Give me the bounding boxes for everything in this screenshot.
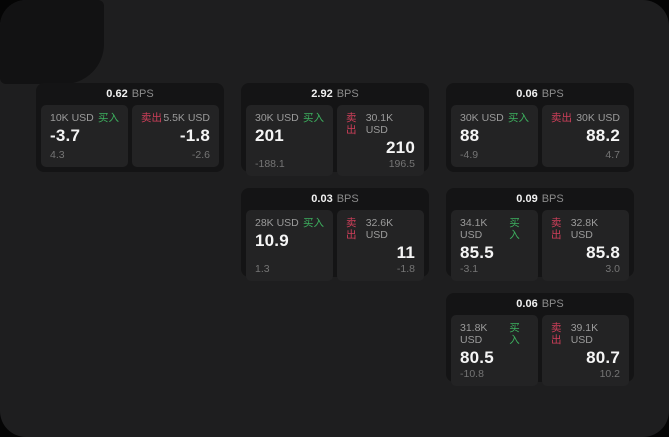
sell-amount: 30K USD (576, 112, 620, 124)
sell-sub-value: 196.5 (388, 158, 415, 170)
bps-value: 0.03 (311, 193, 333, 205)
buy-value: -3.7 (50, 126, 81, 145)
sell-sub-value: 4.7 (605, 149, 620, 161)
buy-value: 201 (255, 126, 284, 145)
sell-value: -1.8 (179, 126, 210, 145)
bps-value: 2.92 (311, 88, 333, 100)
sell-tile[interactable]: 卖出 5.5K USD -1.8 -2.6 (132, 105, 219, 167)
card-header: 2.92 BPS (241, 83, 429, 105)
card-tiles: 10K USD 买入 -3.7 4.3 卖出 5.5K USD -1.8 -2.… (36, 105, 224, 172)
buy-amount: 31.8K USD (460, 322, 488, 346)
sell-amount: 32.6K USD (365, 217, 394, 241)
sell-badge: 卖出 (346, 217, 357, 241)
sell-sub-value: 10.2 (599, 368, 620, 380)
bps-unit: BPS (131, 88, 154, 100)
bps-value: 0.06 (516, 88, 538, 100)
sell-badge: 卖出 (551, 217, 562, 241)
bps-unit: BPS (541, 88, 564, 100)
buy-badge: 买入 (508, 112, 529, 124)
buy-sub-value: -188.1 (255, 158, 285, 170)
sell-amount: 32.8K USD (570, 217, 599, 241)
card-tiles: 30K USD 买入 88 -4.9 卖出 30K USD 88.2 4.7 (446, 105, 634, 172)
buy-amount: 10K USD (50, 112, 94, 124)
sell-amount: 30.1K USD (365, 112, 394, 136)
buy-badge: 买入 (98, 112, 119, 124)
bps-unit: BPS (541, 298, 564, 310)
quote-card: 0.03 BPS 28K USD 买入 10.9 1.3 卖出 32.6K US… (241, 188, 429, 281)
bps-unit: BPS (336, 88, 359, 100)
buy-badge: 买入 (303, 112, 324, 124)
buy-value: 80.5 (460, 348, 494, 367)
sell-value: 80.7 (586, 348, 620, 367)
card-header: 0.03 BPS (241, 188, 429, 210)
quote-card-grid: 0.62 BPS 10K USD 买入 -3.7 4.3 卖出 5.5K USD (36, 83, 634, 386)
sell-tile[interactable]: 卖出 39.1K USD 80.7 10.2 (542, 315, 629, 386)
buy-amount: 30K USD (460, 112, 504, 124)
buy-badge: 买入 (509, 217, 520, 241)
buy-tile[interactable]: 10K USD 买入 -3.7 4.3 (41, 105, 128, 167)
buy-amount: 34.1K USD (460, 217, 488, 241)
corner-overlay (0, 0, 104, 84)
bps-value: 0.62 (106, 88, 128, 100)
quote-card: 0.06 BPS 30K USD 买入 88 -4.9 卖出 30K USD (446, 83, 634, 172)
sell-value: 85.8 (586, 243, 620, 262)
buy-sub-value: 4.3 (50, 149, 65, 161)
card-tiles: 34.1K USD 买入 85.5 -3.1 卖出 32.8K USD 85.8… (446, 210, 634, 286)
sell-badge: 卖出 (346, 112, 357, 136)
bps-unit: BPS (541, 193, 564, 205)
card-tiles: 31.8K USD 买入 80.5 -10.8 卖出 39.1K USD 80.… (446, 315, 634, 391)
sell-value: 88.2 (586, 126, 620, 145)
card-header: 0.09 BPS (446, 188, 634, 210)
card-header: 0.06 BPS (446, 83, 634, 105)
sell-sub-value: -2.6 (191, 149, 210, 161)
buy-sub-value: -10.8 (460, 368, 484, 380)
sell-value: 11 (396, 243, 415, 262)
sell-sub-value: 3.0 (605, 263, 620, 275)
sell-badge: 卖出 (551, 322, 562, 346)
sell-badge: 卖出 (551, 112, 572, 124)
bps-value: 0.06 (516, 298, 538, 310)
buy-tile[interactable]: 28K USD 买入 10.9 1.3 (246, 210, 333, 281)
sell-amount: 5.5K USD (163, 112, 210, 124)
quote-card: 2.92 BPS 30K USD 买入 201 -188.1 卖出 30.1K … (241, 83, 429, 176)
buy-sub-value: -4.9 (460, 149, 479, 161)
sell-badge: 卖出 (141, 112, 162, 124)
sell-value: 210 (386, 138, 415, 157)
buy-tile[interactable]: 30K USD 买入 88 -4.9 (451, 105, 538, 167)
sell-tile[interactable]: 卖出 32.6K USD 11 -1.8 (337, 210, 424, 281)
buy-value: 88 (460, 126, 480, 145)
buy-tile[interactable]: 30K USD 买入 201 -188.1 (246, 105, 333, 176)
card-tiles: 30K USD 买入 201 -188.1 卖出 30.1K USD 210 1… (241, 105, 429, 181)
quote-card: 0.09 BPS 34.1K USD 买入 85.5 -3.1 卖出 32.8K… (446, 188, 634, 281)
card-header: 0.06 BPS (446, 293, 634, 315)
quote-card: 0.06 BPS 31.8K USD 买入 80.5 -10.8 卖出 39.1… (446, 293, 634, 386)
sell-tile[interactable]: 卖出 30K USD 88.2 4.7 (542, 105, 629, 167)
buy-sub-value: -3.1 (460, 263, 479, 275)
sell-sub-value: -1.8 (396, 263, 415, 275)
buy-amount: 28K USD (255, 217, 299, 229)
bps-unit: BPS (336, 193, 359, 205)
sell-tile[interactable]: 卖出 30.1K USD 210 196.5 (337, 105, 424, 176)
card-tiles: 28K USD 买入 10.9 1.3 卖出 32.6K USD 11 -1.8 (241, 210, 429, 286)
bps-value: 0.09 (516, 193, 538, 205)
buy-value: 10.9 (255, 231, 289, 250)
buy-badge: 买入 (303, 217, 324, 229)
sell-amount: 39.1K USD (570, 322, 599, 346)
buy-sub-value: 1.3 (255, 263, 270, 275)
buy-badge: 买入 (509, 322, 520, 346)
buy-amount: 30K USD (255, 112, 299, 124)
sell-tile[interactable]: 卖出 32.8K USD 85.8 3.0 (542, 210, 629, 281)
card-header: 0.62 BPS (36, 83, 224, 105)
buy-tile[interactable]: 34.1K USD 买入 85.5 -3.1 (451, 210, 538, 281)
buy-tile[interactable]: 31.8K USD 买入 80.5 -10.8 (451, 315, 538, 386)
quote-card: 0.62 BPS 10K USD 买入 -3.7 4.3 卖出 5.5K USD (36, 83, 224, 172)
buy-value: 85.5 (460, 243, 494, 262)
